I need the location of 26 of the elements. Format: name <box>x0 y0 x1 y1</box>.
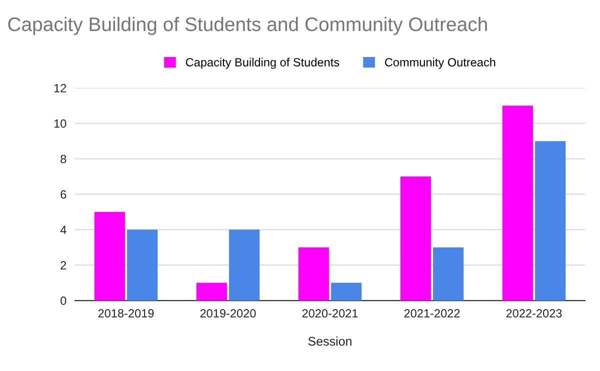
legend-label: Community Outreach <box>384 58 496 69</box>
legend-label: Capacity Building of Students <box>186 58 340 69</box>
x-tick-label: 2019-2020 <box>200 309 256 318</box>
bar <box>535 141 566 301</box>
bar <box>229 230 260 301</box>
bar <box>94 212 125 301</box>
x-tick-label: 2021-2022 <box>404 309 460 318</box>
x-tick-label: 2022-2023 <box>506 309 562 318</box>
y-tick-label: 8 <box>60 154 66 164</box>
bar <box>433 247 464 301</box>
y-tick-label: 0 <box>60 296 66 305</box>
bar <box>196 282 227 301</box>
x-axis-title: Session <box>308 336 352 346</box>
bar <box>400 176 431 301</box>
x-tick-label: 2020-2021 <box>302 309 358 318</box>
x-tick-label: 2018-2019 <box>98 309 154 318</box>
chart-title: Capacity Building of Students and Community Outreach <box>8 16 487 36</box>
bar <box>127 230 158 301</box>
y-tick-label: 4 <box>60 226 66 234</box>
y-tick-label: 12 <box>54 84 66 92</box>
bar <box>298 247 329 301</box>
y-tick-label: 2 <box>60 261 66 270</box>
bar <box>502 106 533 301</box>
bar <box>331 282 362 301</box>
y-tick-label: 10 <box>54 119 66 128</box>
y-tick-label: 6 <box>60 190 66 199</box>
